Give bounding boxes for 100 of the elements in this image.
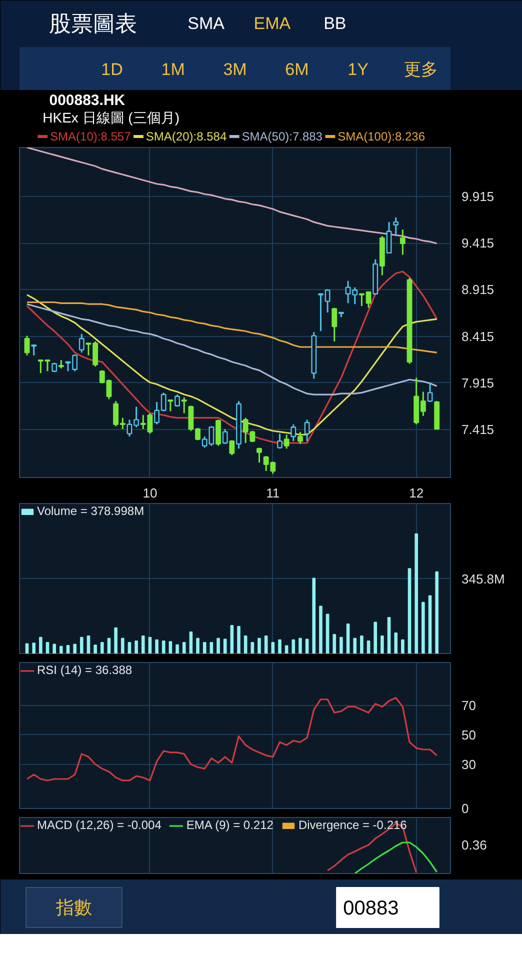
legend-label: EMA (9) = 0.212 [186, 818, 274, 832]
candlestick [284, 434, 290, 450]
bar [360, 636, 364, 654]
candlestick [277, 432, 282, 450]
line-series [26, 301, 438, 354]
bar [223, 638, 227, 654]
bar [100, 642, 104, 654]
bar [134, 640, 138, 654]
candlestick [78, 333, 84, 354]
bar [210, 642, 214, 654]
candlestick [386, 221, 392, 254]
chart-title: 000883.HK [49, 92, 126, 109]
legend-label: MACD (12,26) = -0.004 [37, 818, 162, 832]
bar [326, 614, 330, 654]
text: 更多 [404, 60, 438, 79]
bar [86, 636, 90, 654]
bar [107, 638, 111, 654]
bar [237, 626, 240, 654]
y-tick-label: 0 [462, 801, 469, 816]
bar [148, 636, 152, 654]
candlestick [256, 446, 262, 464]
bar [66, 645, 70, 654]
bar [408, 568, 412, 654]
text: 0.36 [462, 838, 487, 852]
bar [202, 642, 206, 654]
bar [230, 624, 234, 654]
bar [428, 595, 432, 654]
bar [271, 642, 275, 654]
bar [312, 578, 316, 654]
candlestick [229, 439, 235, 456]
bar [168, 641, 172, 654]
bar [346, 623, 350, 654]
candlestick [216, 418, 221, 447]
bar [32, 642, 36, 654]
bar [128, 642, 132, 654]
candlestick [393, 216, 399, 237]
candlestick [174, 394, 180, 408]
bar [264, 636, 268, 654]
bar [189, 631, 193, 654]
text: EMA [254, 14, 292, 33]
bar [284, 645, 288, 654]
candlestick [298, 431, 303, 445]
bar [182, 642, 186, 654]
bar [162, 640, 166, 654]
bar [196, 638, 200, 654]
bar [244, 636, 248, 654]
legend-label: SMA(10):8.557 [50, 130, 132, 144]
bar [52, 644, 56, 654]
y-tick-label: 7.415 [462, 422, 494, 437]
text: 1M [161, 60, 185, 79]
y-tick-label: 9.415 [462, 236, 494, 251]
bar [94, 644, 97, 654]
legend-label: SMA(100):8.236 [338, 130, 426, 144]
x-tick-label: 11 [266, 486, 280, 500]
bar [380, 636, 384, 654]
bar [374, 622, 378, 654]
bar [250, 642, 254, 654]
candlestick [168, 399, 174, 412]
bar [114, 627, 118, 654]
text: 1Y [348, 60, 368, 79]
line-series [26, 303, 438, 396]
bar [46, 642, 50, 654]
bar [401, 639, 404, 654]
text: BB [324, 14, 346, 33]
candlestick [31, 344, 37, 356]
candlestick [290, 424, 296, 442]
candlestick [222, 428, 228, 445]
y-tick-label: 50 [462, 727, 476, 742]
bar [422, 602, 425, 654]
bar [435, 571, 438, 654]
y-tick-label: 345.8M [462, 571, 505, 586]
y-tick-label: 70 [462, 698, 476, 713]
legend-label: SMA(20):8.584 [146, 130, 227, 144]
bar [60, 646, 63, 654]
text: 6M [285, 60, 309, 79]
bar [340, 636, 343, 654]
bar [353, 638, 357, 654]
y-tick-label: 9.915 [462, 188, 494, 204]
bar [298, 638, 302, 654]
y-tick-label: 8.415 [462, 328, 494, 344]
candlestick [332, 307, 338, 342]
bar [155, 639, 158, 654]
legend-label: RSI (14) = 36.388 [37, 663, 132, 677]
y-tick-label: 30 [462, 756, 476, 772]
text: 1D [101, 60, 123, 79]
y-tick-label: 8.915 [462, 282, 494, 298]
bar [366, 640, 370, 654]
bar [332, 634, 336, 654]
candlestick [181, 396, 187, 414]
text: 指數 [54, 898, 92, 918]
bar [387, 617, 391, 654]
bar [176, 644, 179, 654]
text: 股票圖表 [49, 11, 138, 36]
bar [39, 636, 42, 654]
bar [319, 606, 322, 654]
legend-label: SMA(50):7.883 [242, 130, 323, 144]
y-tick-label: 7.915 [462, 375, 494, 390]
bar [73, 644, 76, 654]
x-tick-label: 12 [409, 486, 424, 500]
candlestick [304, 418, 310, 442]
